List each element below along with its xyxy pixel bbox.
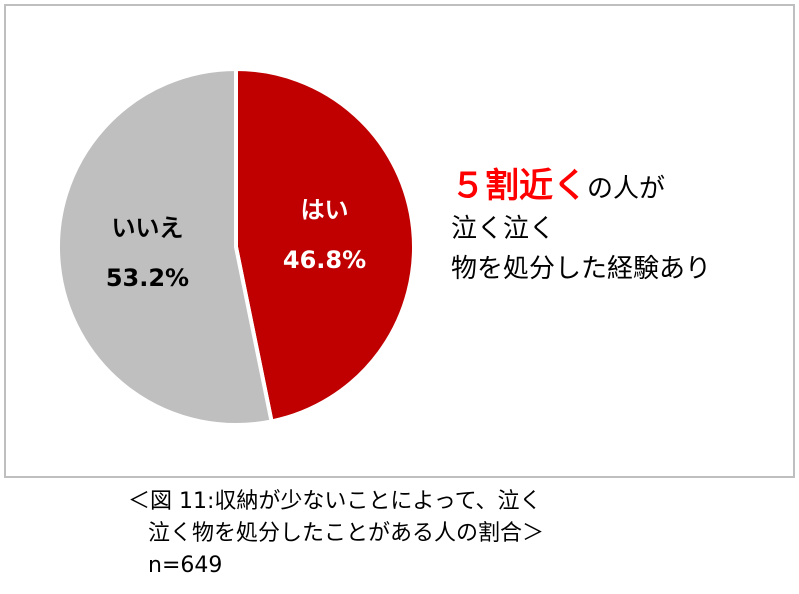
pie-slice-1 bbox=[234, 67, 416, 424]
figure-caption: ＜図 11:収納が少ないことによって、泣く 泣く物を処分したことがある人の割合＞… bbox=[128, 486, 728, 582]
caption-sample-size: n=649 bbox=[148, 553, 223, 578]
callout-line-1: ５割近くの人が bbox=[451, 166, 791, 209]
caption-line-1: ＜図 11:収納が少ないことによって、泣く bbox=[128, 489, 542, 514]
slice-value-1: 46.8% bbox=[283, 246, 366, 274]
callout-text: ５割近くの人が 泣く泣く 物を処分した経験あり bbox=[451, 166, 791, 289]
caption-line-2: 泣く物を処分したことがある人の割合＞ bbox=[148, 521, 545, 546]
pie-chart: はい 46.8% いいえ 53.2% bbox=[56, 67, 416, 427]
slice-value-2: 53.2% bbox=[106, 264, 189, 292]
slice-label-2: いいえ bbox=[111, 214, 183, 242]
slice-label-1: はい bbox=[301, 196, 349, 224]
callout-highlight: ５割近く bbox=[451, 166, 587, 206]
callout-line-3: 物を処分した経験あり bbox=[451, 254, 712, 284]
callout-line-1-rest: の人が bbox=[587, 174, 666, 204]
pie-slice-2 bbox=[56, 67, 274, 427]
chart-frame: はい 46.8% いいえ 53.2% ５割近くの人が 泣く泣く 物を処分した経験あり bbox=[4, 4, 795, 478]
callout-line-2: 泣く泣く bbox=[451, 214, 556, 244]
